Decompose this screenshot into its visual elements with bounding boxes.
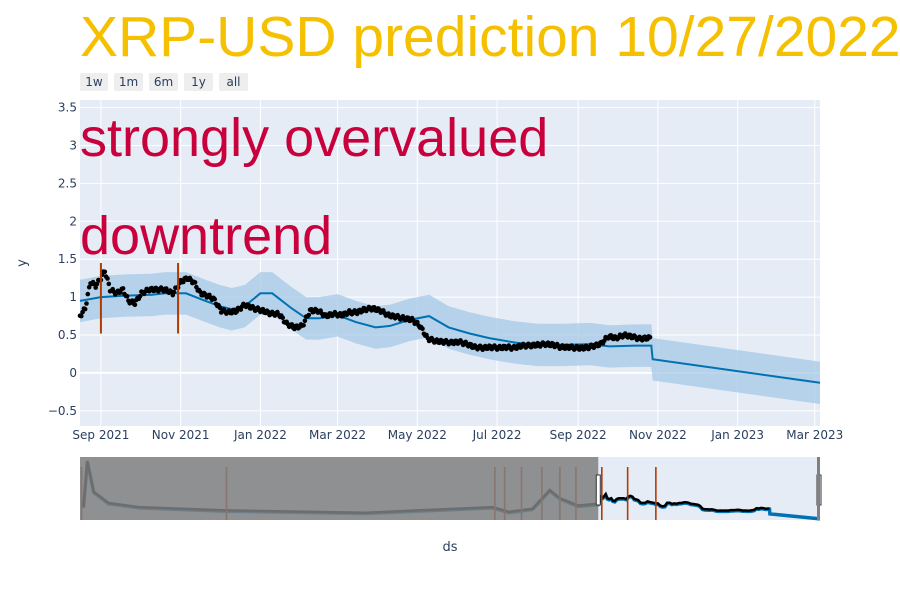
y-tick-label: 0.5: [58, 328, 77, 342]
range-button-bg: [149, 73, 178, 91]
x-tick-label: Sep 2021: [72, 428, 129, 442]
actual-point: [306, 312, 312, 318]
y-tick-label: 1.5: [58, 252, 77, 266]
range-button-bg: [80, 73, 108, 91]
y-tick-label: 3.5: [58, 101, 77, 115]
actual-point: [118, 290, 123, 295]
x-tick-label: Jul 2022: [472, 428, 522, 442]
actual-point: [137, 293, 143, 299]
actual-point: [106, 281, 112, 287]
annotation-downtrend: downtrend: [80, 206, 332, 266]
actual-point: [234, 309, 240, 314]
actual-point: [84, 301, 89, 306]
actual-point: [124, 293, 130, 299]
actual-point: [85, 291, 91, 297]
actual-point: [82, 306, 88, 312]
y-tick-label: 1: [69, 290, 77, 304]
range-button-1m[interactable]: 1m: [114, 73, 143, 91]
actual-point: [301, 323, 306, 328]
actual-point: [132, 302, 138, 308]
range-button-6m[interactable]: 6m: [149, 73, 178, 91]
x-tick-label: Mar 2022: [309, 428, 366, 442]
actual-point: [212, 296, 217, 302]
rangeslider-right-edge: [817, 457, 820, 520]
y-tick-label: 0: [69, 366, 77, 380]
x-tick-label: Nov 2021: [152, 428, 210, 442]
annotation-strongly-overvalued: strongly overvalued: [80, 108, 548, 168]
y-tick-label: 2.5: [58, 176, 77, 190]
actual-point: [647, 335, 653, 340]
range-button-all[interactable]: all: [219, 73, 248, 91]
x-tick-label: Mar 2023: [786, 428, 843, 442]
x-tick-label: Nov 2022: [629, 428, 687, 442]
x-tick-label: Jan 2022: [233, 428, 287, 442]
actual-point: [93, 285, 98, 290]
actual-point: [80, 309, 85, 315]
range-button-1y[interactable]: 1y: [184, 73, 213, 91]
y-tick-label: 3: [69, 138, 77, 152]
range-button-label: 6m: [154, 75, 173, 89]
actual-point: [86, 284, 92, 290]
x-tick-label: May 2022: [388, 428, 447, 442]
y-tick-label: 2: [69, 214, 77, 228]
actual-point: [105, 276, 110, 281]
data-layer: [77, 263, 821, 404]
range-button-label: 1w: [85, 75, 103, 89]
actual-point: [415, 319, 420, 325]
actual-point: [102, 269, 108, 275]
chart-title: XRP-USD prediction 10/27/2022: [80, 5, 900, 69]
actual-point: [302, 318, 308, 324]
range-button-bg: [219, 73, 248, 91]
x-axis-label: ds: [442, 540, 457, 555]
axes: 3.5 3 2.5 2 1.5 1 0.5 0 −0.5 Sep 2021 Nov 2021 Jan …: [48, 101, 843, 442]
x-tick-label: Jan 2023: [710, 428, 764, 442]
rangeslider-mask: [80, 457, 599, 520]
actual-point: [79, 313, 84, 319]
actual-point: [280, 315, 286, 321]
actual-point: [181, 279, 186, 285]
actual-point: [171, 289, 177, 295]
actual-point: [94, 281, 100, 287]
forecast-line: [79, 292, 821, 384]
y-axis-label: y: [15, 259, 30, 267]
range-button-bg: [184, 73, 213, 91]
actual-point: [217, 305, 223, 311]
rangeslider-handle-left: [595, 474, 601, 506]
range-slider[interactable]: [80, 457, 822, 521]
y-tick-label: −0.5: [48, 404, 77, 418]
range-button-label: all: [226, 75, 240, 89]
range-button-bg: [114, 73, 143, 91]
actual-point: [192, 280, 198, 285]
range-selector[interactable]: 1w 1m 6m 1y all: [80, 73, 248, 91]
range-button-label: 1y: [191, 75, 206, 89]
actual-point: [420, 326, 425, 332]
range-button-label: 1m: [119, 75, 138, 89]
uncertainty-band: [80, 272, 820, 404]
actual-point: [120, 286, 126, 291]
range-button-1w[interactable]: 1w: [80, 73, 108, 91]
x-tick-label: Sep 2022: [550, 428, 607, 442]
